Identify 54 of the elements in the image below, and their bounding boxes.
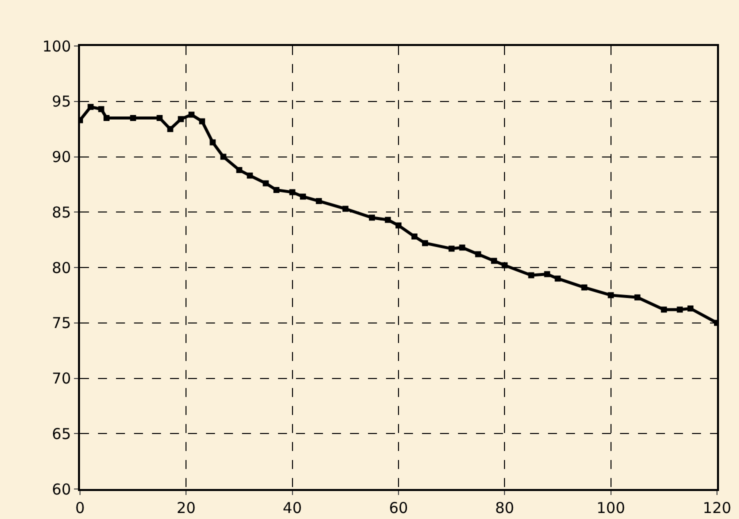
point [156, 114, 163, 121]
y-tick-label: 60 [52, 480, 71, 498]
point [178, 116, 184, 122]
point [316, 198, 322, 204]
point [676, 306, 683, 313]
point [98, 106, 104, 112]
point [687, 305, 694, 312]
y-tick-label: 65 [52, 424, 71, 443]
x-tick-label: 40 [282, 499, 302, 517]
y-tick-label: 75 [52, 314, 71, 332]
point [246, 172, 253, 179]
point [448, 246, 455, 252]
point [544, 271, 550, 278]
point [411, 233, 418, 240]
point [210, 139, 216, 146]
y-tick-label: 70 [52, 370, 71, 388]
point [554, 276, 561, 282]
point [220, 154, 226, 160]
point [199, 118, 206, 124]
x-tick-label: 20 [176, 499, 196, 517]
point [475, 251, 482, 258]
point [528, 272, 534, 278]
point [88, 104, 94, 110]
y-tick-label: 80 [52, 258, 71, 277]
point [581, 284, 588, 290]
point [491, 258, 498, 264]
y-tick-label: 95 [52, 92, 71, 111]
y-tick-label: 90 [52, 148, 71, 166]
y-tick-label: 100 [42, 37, 71, 56]
x-tick-label: 120 [702, 499, 732, 517]
x-tick-label: 60 [388, 499, 408, 517]
point [104, 114, 110, 121]
point [502, 262, 508, 268]
x-tick-label: 0 [75, 499, 85, 517]
point [273, 186, 280, 193]
point [342, 206, 348, 212]
point [130, 114, 136, 121]
point [608, 292, 614, 298]
y-tick-label: 85 [52, 203, 71, 222]
point [634, 294, 640, 300]
point [300, 194, 306, 200]
point [262, 180, 269, 186]
x-tick-label: 80 [495, 499, 514, 517]
point [660, 306, 667, 313]
point [289, 189, 296, 196]
point [236, 167, 242, 174]
x-tick-label: 100 [596, 499, 626, 517]
point [396, 222, 402, 228]
point [459, 244, 466, 251]
point [384, 216, 391, 223]
point [167, 126, 174, 132]
point [368, 214, 375, 221]
point [422, 240, 428, 246]
point [188, 112, 194, 118]
